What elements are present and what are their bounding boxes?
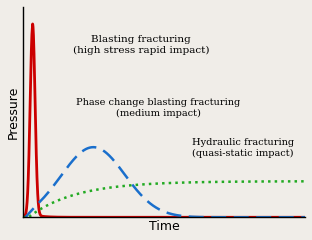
X-axis label: Time: Time xyxy=(149,220,179,233)
Text: Phase change blasting fracturing
(medium impact): Phase change blasting fracturing (medium… xyxy=(76,98,240,118)
Y-axis label: Pressure: Pressure xyxy=(7,85,20,139)
Text: Blasting fracturing
(high stress rapid impact): Blasting fracturing (high stress rapid i… xyxy=(73,35,210,54)
Text: Hydraulic fracturing
(quasi-static impact): Hydraulic fracturing (quasi-static impac… xyxy=(192,138,294,158)
